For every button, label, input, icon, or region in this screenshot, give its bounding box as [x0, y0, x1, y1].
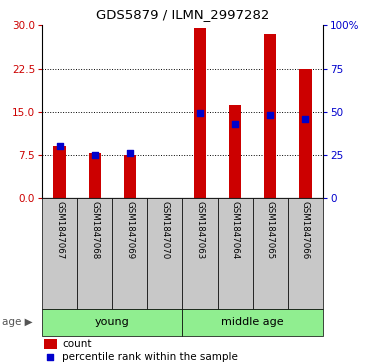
Text: GSM1847069: GSM1847069	[125, 201, 134, 259]
Text: middle age: middle age	[222, 317, 284, 327]
Text: GSM1847066: GSM1847066	[301, 201, 310, 260]
Point	[197, 110, 203, 116]
Bar	[53, 146, 66, 198]
Title: GDS5879 / ILMN_2997282: GDS5879 / ILMN_2997282	[96, 8, 269, 21]
Bar	[182, 309, 323, 336]
Text: GSM1847065: GSM1847065	[266, 201, 275, 260]
Bar	[229, 105, 241, 198]
Point	[127, 150, 133, 156]
Text: GSM1847068: GSM1847068	[90, 201, 99, 260]
Bar	[112, 198, 147, 309]
Bar	[77, 198, 112, 309]
Text: GSM1847063: GSM1847063	[196, 201, 204, 260]
Bar	[124, 155, 136, 198]
Bar	[264, 34, 276, 198]
Text: GSM1847067: GSM1847067	[55, 201, 64, 260]
Text: percentile rank within the sample: percentile rank within the sample	[62, 352, 238, 362]
Bar	[194, 28, 206, 198]
Bar	[182, 198, 218, 309]
Text: young: young	[95, 317, 130, 327]
Bar	[42, 309, 182, 336]
Bar	[42, 198, 77, 309]
Bar	[218, 198, 253, 309]
Text: GSM1847070: GSM1847070	[161, 201, 169, 260]
Bar	[44, 339, 57, 349]
Bar	[89, 153, 101, 198]
Text: GSM1847064: GSM1847064	[231, 201, 240, 260]
Bar	[253, 198, 288, 309]
Point	[232, 121, 238, 127]
Point	[303, 115, 308, 121]
Bar	[147, 198, 182, 309]
Bar	[299, 69, 312, 198]
Point	[57, 143, 62, 149]
Text: count: count	[62, 339, 92, 349]
Point	[268, 112, 273, 118]
Point	[47, 354, 53, 360]
Bar	[288, 198, 323, 309]
Text: age ▶: age ▶	[2, 317, 32, 327]
Point	[92, 152, 97, 158]
